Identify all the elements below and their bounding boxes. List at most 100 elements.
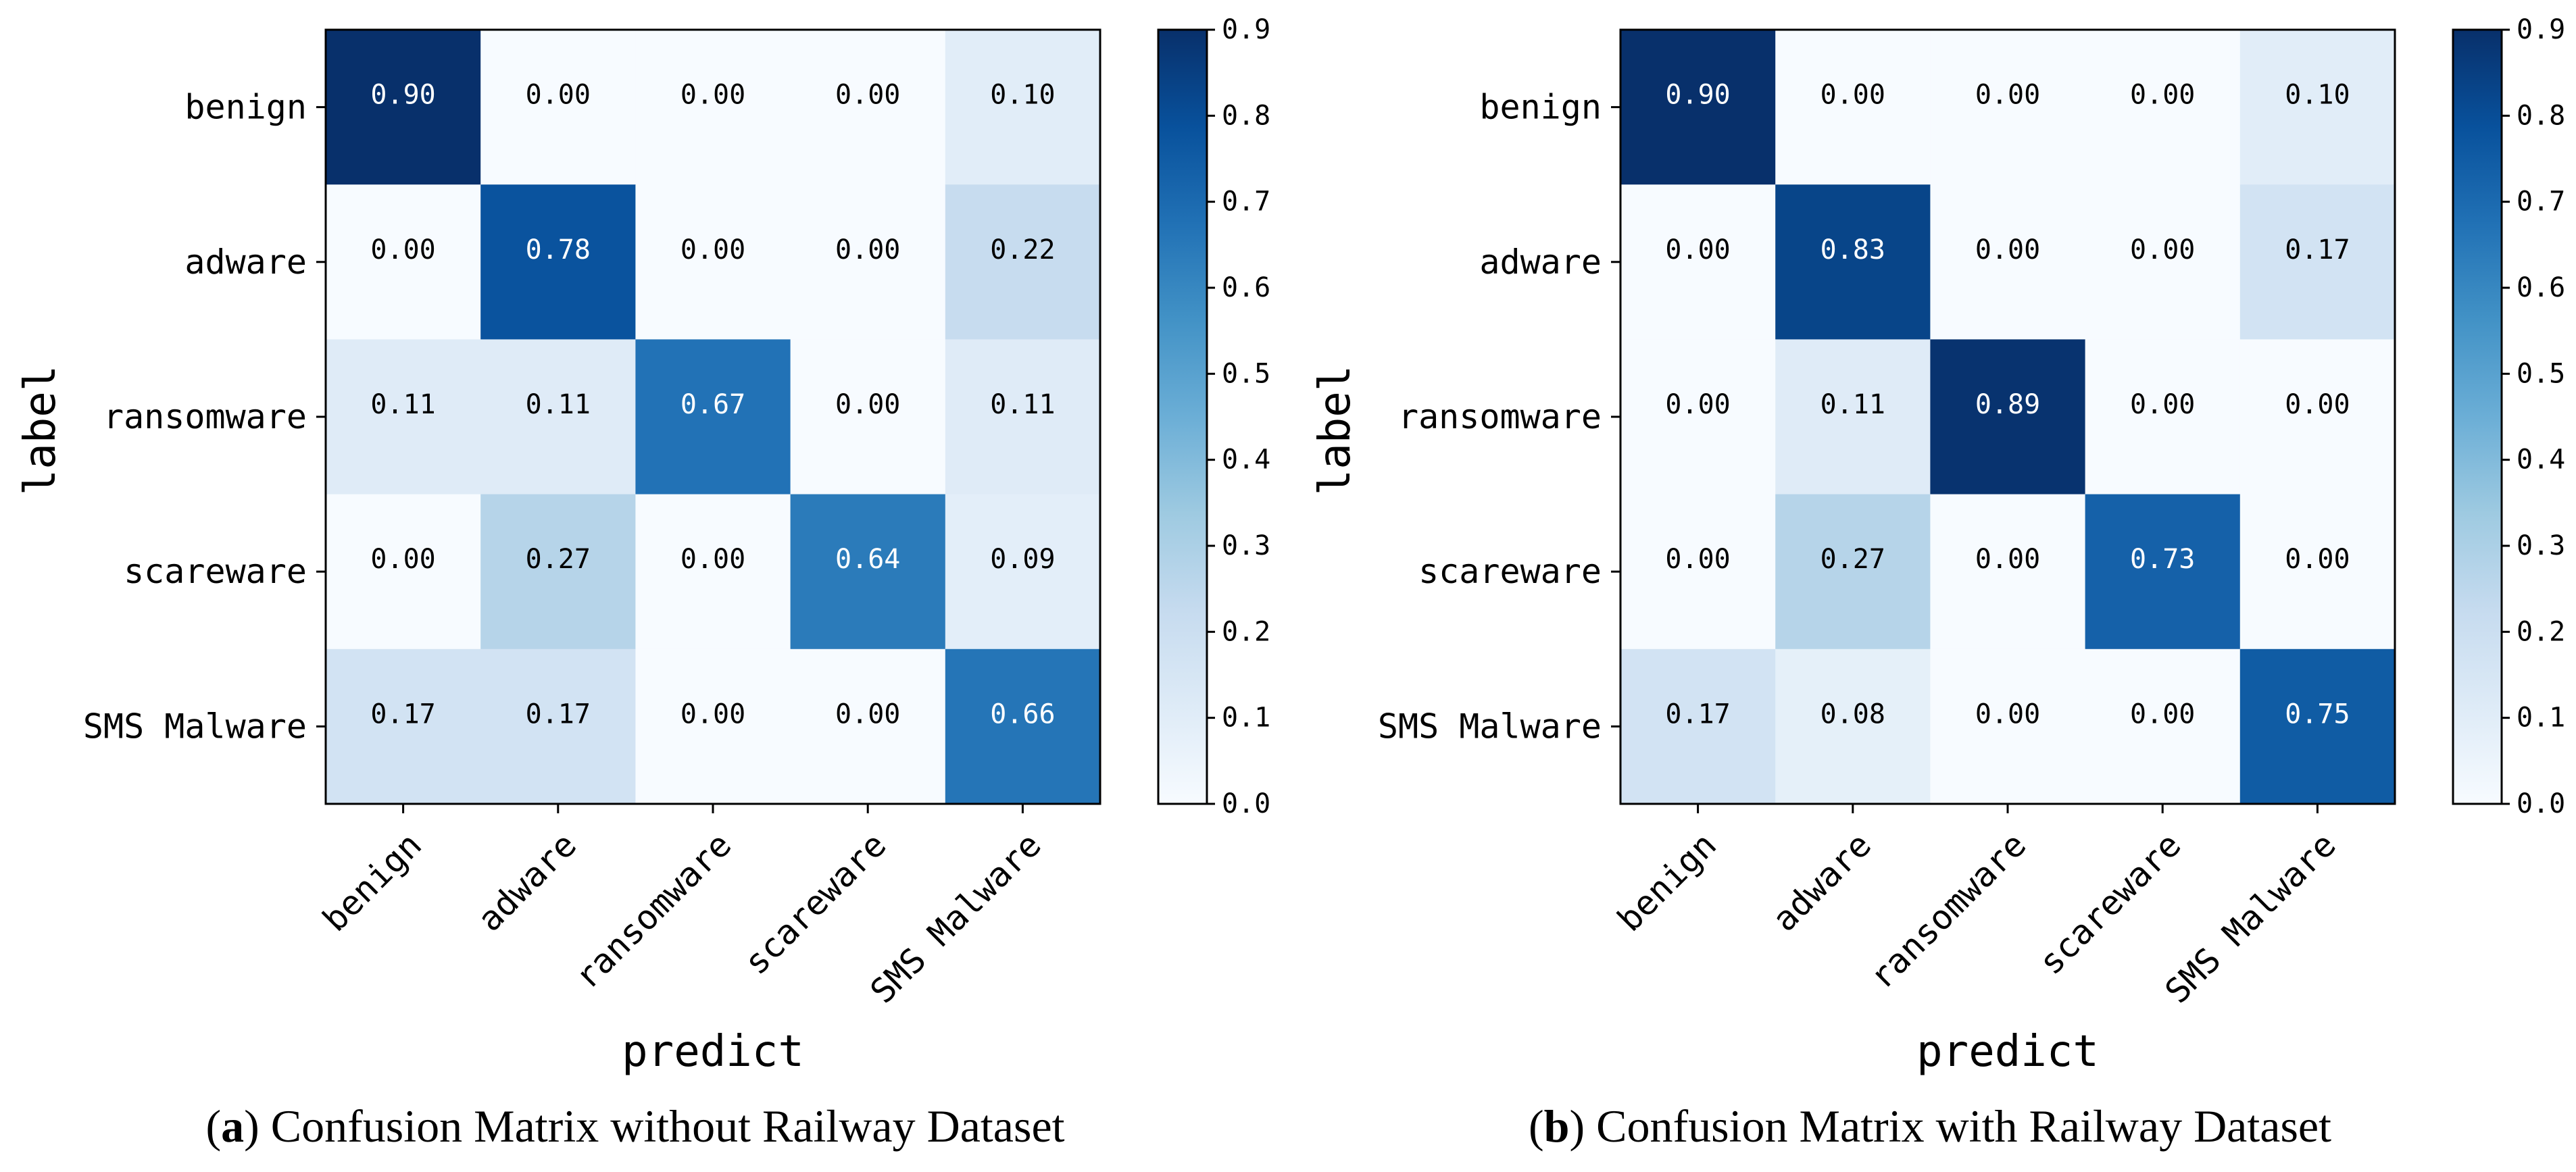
cell-value-label: 0.00 — [1665, 544, 1730, 575]
heatmap-cell — [1930, 30, 2086, 185]
heatmap-cell — [1620, 648, 1776, 805]
cell-value-label: 0.00 — [835, 80, 900, 111]
subfigure-caption: (a) Confusion Matrix without Railway Dat… — [205, 1100, 1064, 1152]
heatmap-cell — [635, 30, 791, 185]
cell-value-label: 0.00 — [526, 80, 591, 111]
colorbar-tick-label: 0.2 — [2517, 616, 2565, 647]
heatmap-cell — [635, 184, 791, 340]
heatmap-cell — [1620, 184, 1776, 340]
cell-value-label: 0.00 — [1665, 234, 1730, 265]
colorbar: 0.0 0.1 0.2 0.3 0.4 0.5 0.6 0.7 0.8 0.9 — [2452, 14, 2565, 819]
colorbar-tick-label: 0.9 — [2517, 14, 2565, 45]
colorbar-tick-label: 0.3 — [1222, 530, 1270, 561]
x-tick-label: ransomware — [1862, 825, 2034, 996]
colorbar-tick-label: 0.9 — [1222, 14, 1270, 45]
heatmap-cell — [1930, 648, 2086, 805]
cell-value-label: 0.00 — [370, 544, 435, 575]
cell-value-label: 0.11 — [526, 389, 591, 420]
cell-value-label: 0.00 — [835, 234, 900, 265]
y-tick-label: SMS Malware — [83, 707, 307, 746]
heatmap-cell — [480, 30, 636, 185]
cell-value-label: 0.89 — [1975, 389, 2040, 420]
x-tick-label: scareware — [737, 825, 894, 982]
cell-value-label: 0.27 — [526, 544, 591, 575]
y-tick-label: benign — [184, 88, 307, 127]
heatmap-cell — [326, 648, 481, 805]
heatmap-cell — [1930, 339, 2086, 495]
cell-value-label: 0.17 — [1665, 698, 1730, 730]
y-tick-label: benign — [1479, 88, 1602, 127]
colorbar-tick-label: 0.5 — [2517, 358, 2565, 389]
heatmap-cell — [2085, 184, 2241, 340]
cell-value-label: 0.83 — [1820, 234, 1885, 265]
heatmap-cell — [2239, 30, 2396, 185]
heatmap-cell — [1930, 494, 2086, 650]
caption-letter: a — [221, 1100, 244, 1152]
heatmap-cell — [2239, 339, 2396, 495]
caption-open: ( — [1529, 1100, 1544, 1152]
cell-value-label: 0.90 — [1665, 80, 1730, 111]
y-tick-label: scareware — [124, 552, 307, 591]
heatmap-cell — [2085, 494, 2241, 650]
colorbar-tick-label: 0.5 — [1222, 358, 1270, 389]
caption-letter: b — [1544, 1100, 1570, 1152]
heatmap-cell — [2085, 30, 2241, 185]
cell-value-label: 0.11 — [990, 389, 1055, 420]
cell-value-label: 0.00 — [2130, 80, 2195, 111]
heatmap-cell — [790, 339, 946, 495]
heatmap-cell — [1775, 30, 1931, 185]
heatmap-cell — [480, 494, 636, 650]
x-tick-label: adware — [470, 825, 585, 939]
colorbar-tick-label: 0.4 — [1222, 444, 1270, 476]
cell-value-label: 0.00 — [680, 698, 745, 730]
cell-value-label: 0.10 — [990, 80, 1055, 111]
colorbar-tick-label: 0.7 — [2517, 186, 2565, 218]
heatmap-cell — [1775, 494, 1931, 650]
cell-value-label: 0.22 — [990, 234, 1055, 265]
heatmap-cell — [945, 30, 1101, 185]
y-tick-label: SMS Malware — [1378, 707, 1602, 746]
y-axis-title: label — [16, 365, 66, 496]
heatmap-cell — [480, 339, 636, 495]
x-tick-label: benign — [315, 825, 429, 939]
cell-value-label: 0.00 — [2285, 544, 2350, 575]
cell-value-label: 0.17 — [2285, 234, 2350, 265]
y-tick-label: ransomware — [1398, 397, 1602, 436]
cell-value-label: 0.75 — [2285, 698, 2350, 730]
colorbar-tick-label: 0.3 — [2517, 530, 2565, 561]
panel-b: 0.90 0.00 0.00 0.00 0.10 0.00 0.83 0.00 0.00 0.17… — [1310, 14, 2565, 1152]
colorbar-tick-label: 0.1 — [1222, 703, 1270, 734]
colorbar-tick-label: 0.1 — [2517, 703, 2565, 734]
colorbar-tick-label: 0.8 — [1222, 100, 1270, 131]
cell-value-label: 0.17 — [370, 698, 435, 730]
heatmap-cell — [2085, 339, 2241, 495]
cell-value-label: 0.11 — [370, 389, 435, 420]
cell-value-label: 0.67 — [680, 389, 745, 420]
heatmap-cell — [480, 648, 636, 805]
cell-value-label: 0.00 — [2130, 234, 2195, 265]
heatmap-cells: 0.90 0.00 0.00 0.00 0.10 0.00 0.78 0.00 0.00 0.22… — [326, 30, 1101, 805]
cell-value-label: 0.78 — [526, 234, 591, 265]
heatmap-cell — [2239, 184, 2396, 340]
cell-value-label: 0.00 — [370, 234, 435, 265]
y-tick-label: adware — [184, 243, 307, 282]
heatmap-cell — [790, 648, 946, 805]
caption-text: ) Confusion Matrix without Railway Datas… — [244, 1100, 1064, 1152]
y-tick-label: adware — [1479, 243, 1602, 282]
heatmap-cell — [2085, 648, 2241, 805]
heatmap-cell — [635, 494, 791, 650]
heatmap-cell — [1620, 30, 1776, 185]
x-tick-label: benign — [1610, 825, 1724, 939]
heatmap-cell — [480, 184, 636, 340]
caption-text: ) Confusion Matrix with Railway Dataset — [1570, 1100, 2332, 1152]
heatmap-cell — [1620, 494, 1776, 650]
colorbar-tick-label: 0.8 — [2517, 100, 2565, 131]
heatmap-cell — [635, 339, 791, 495]
heatmap-cell — [2239, 494, 2396, 650]
cell-value-label: 0.90 — [370, 80, 435, 111]
cell-value-label: 0.73 — [2130, 544, 2195, 575]
cell-value-label: 0.27 — [1820, 544, 1885, 575]
colorbar-tick-label: 0.4 — [2517, 444, 2565, 476]
cell-value-label: 0.09 — [990, 544, 1055, 575]
